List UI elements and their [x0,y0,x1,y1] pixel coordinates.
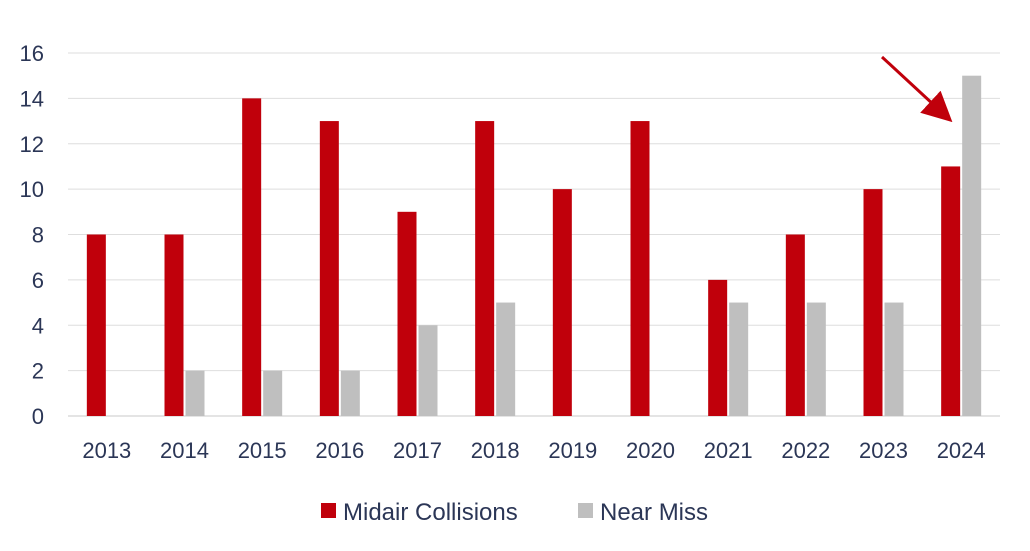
y-tick-label: 12 [20,132,44,157]
bar-midair-collisions [552,189,572,416]
bar-near-miss [418,325,438,416]
legend-midair-collisions-label: Midair Collisions [343,499,518,526]
y-tick-label: 8 [32,223,44,248]
legend-midair-collisions-swatch [321,503,336,518]
bar-near-miss [962,75,982,416]
bar-midair-collisions [630,121,650,416]
y-tick-label: 4 [32,313,44,338]
bar-near-miss [729,302,749,416]
y-tick-label: 2 [32,359,44,384]
y-tick-label: 6 [32,268,44,293]
x-tick-label: 2023 [859,438,908,463]
annotation-arrow [880,55,953,123]
x-tick-label: 2021 [704,438,753,463]
bar-midair-collisions [86,234,106,416]
bar-midair-collisions [397,211,417,416]
bar-near-miss [340,370,360,416]
legend-near-miss-swatch [578,503,593,518]
y-tick-label: 0 [32,404,44,429]
x-tick-label: 2018 [471,438,520,463]
x-tick-label: 2022 [781,438,830,463]
bar-near-miss [185,370,205,416]
x-tick-label: 2017 [393,438,442,463]
y-tick-label: 14 [20,86,44,111]
x-tick-label: 2019 [548,438,597,463]
x-axis: 2013 2014 2015 2016 2017 2018 2019 2020 2021 2022… [82,438,985,463]
bar-midair-collisions [708,279,728,416]
x-tick-label: 2013 [82,438,131,463]
bar-midair-collisions [164,234,184,416]
bar-near-miss [496,302,516,416]
bar-midair-collisions [319,121,339,416]
bars [86,75,982,416]
x-tick-label: 2020 [626,438,675,463]
x-tick-label: 2024 [937,438,986,463]
bar-near-miss [806,302,826,416]
legend-near-miss-label: Near Miss [600,499,708,526]
y-tick-label: 10 [20,177,44,202]
x-tick-label: 2014 [160,438,209,463]
bar-midair-collisions [475,121,495,416]
x-tick-label: 2015 [238,438,287,463]
bar-near-miss [263,370,283,416]
y-tick-label: 16 [20,41,44,66]
bar-midair-collisions [941,166,961,416]
bar-midair-collisions [242,98,262,416]
bar-midair-collisions [785,234,805,416]
x-tick-label: 2016 [315,438,364,463]
gridlines [68,52,1000,417]
legend: Midair Collisions Near Miss [321,499,708,526]
bar-midair-collisions [863,189,883,416]
y-axis: 0 2 4 6 8 10 12 14 16 [20,41,44,429]
bar-near-miss [884,302,904,416]
